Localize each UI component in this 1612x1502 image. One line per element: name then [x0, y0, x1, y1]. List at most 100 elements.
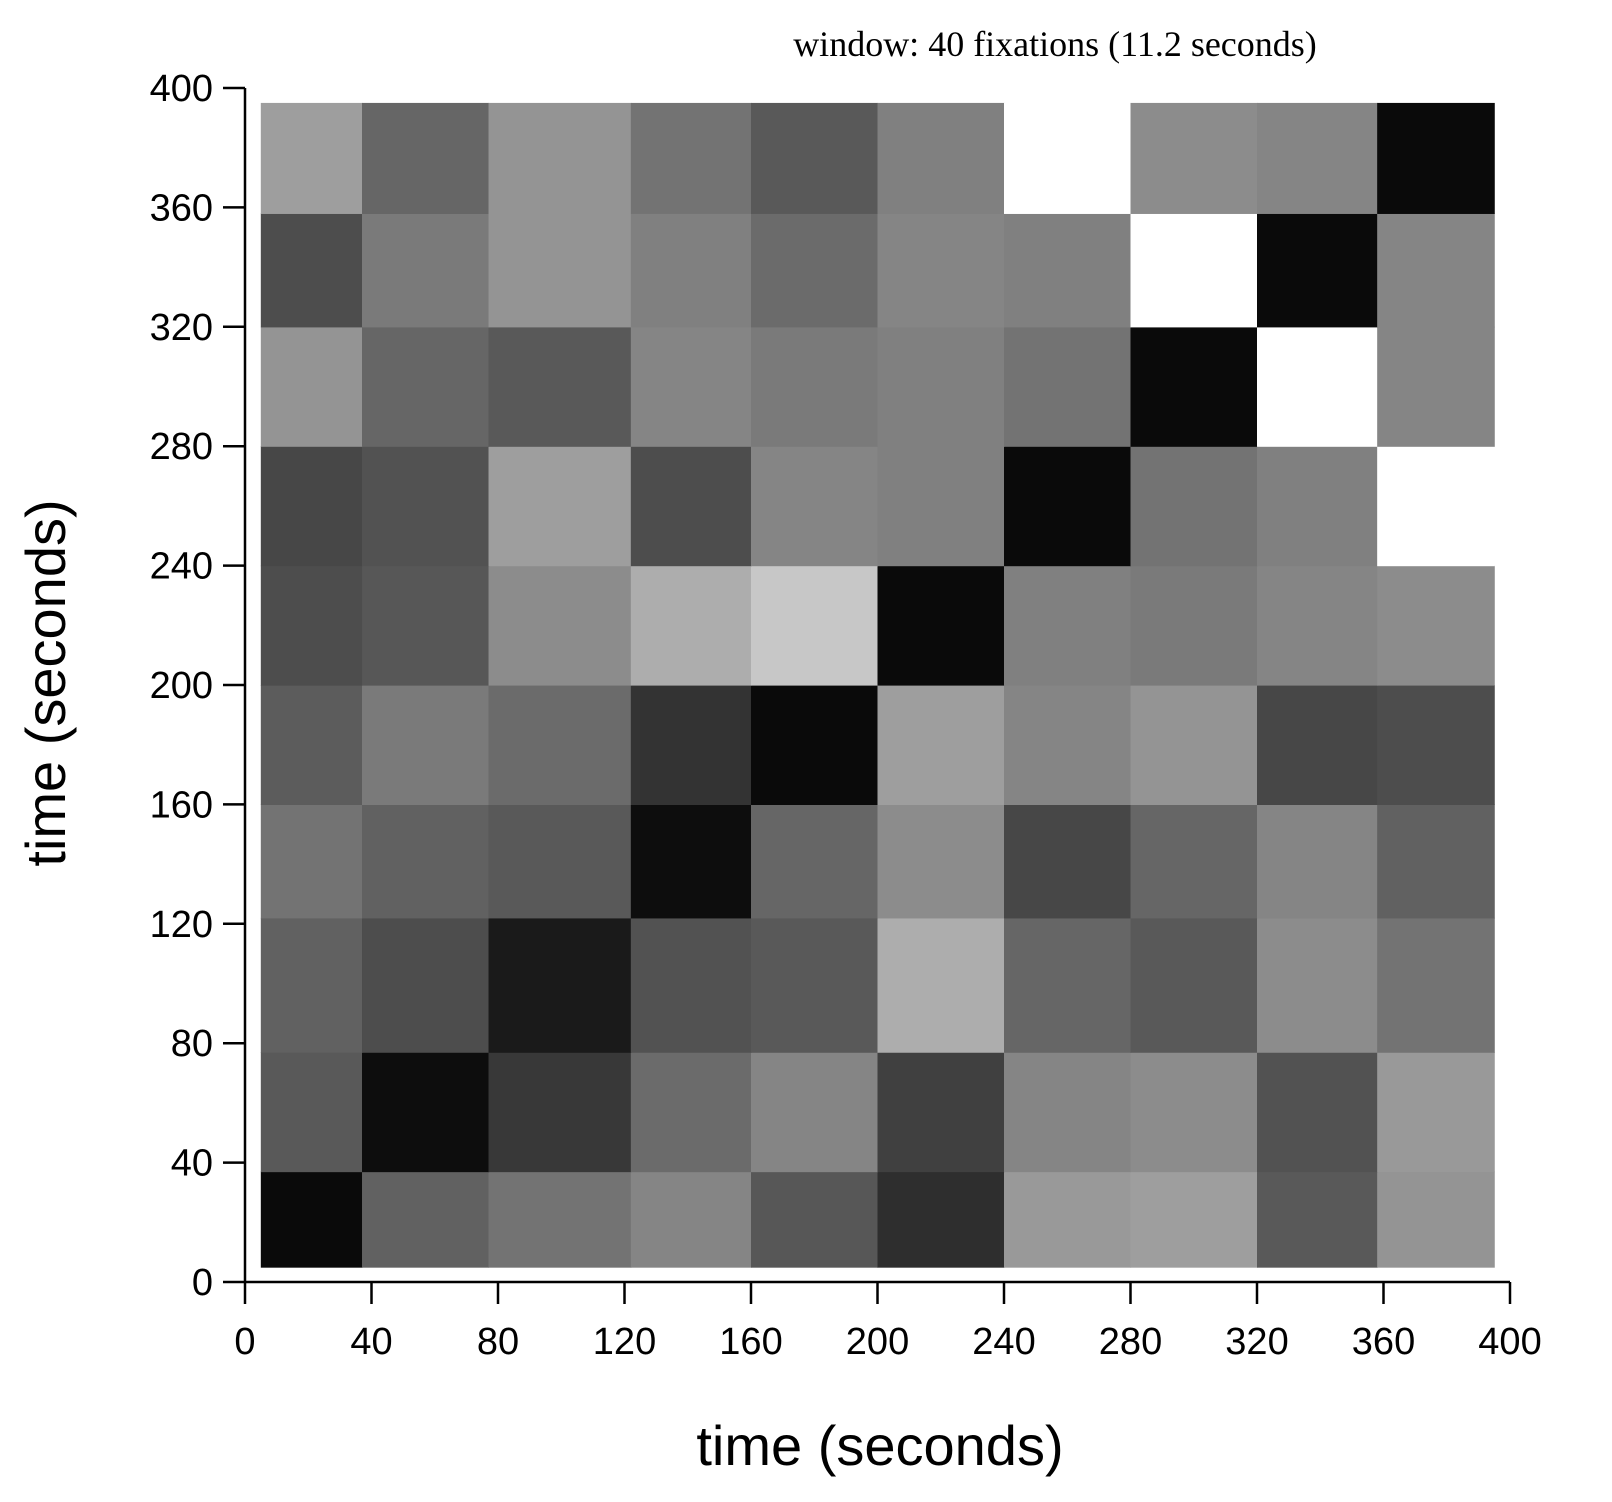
heatmap-cell-r0-c4	[751, 1171, 879, 1268]
x-tick-label-280: 280	[1099, 1321, 1162, 1363]
x-axis-title: time (seconds)	[696, 1414, 1063, 1477]
heatmap-cell-r4-c6	[1004, 685, 1132, 805]
heatmap-cell-r2-c9	[1377, 917, 1495, 1053]
heatmap-cell-r9-c2	[488, 102, 632, 214]
heatmap-cell-r9-c6	[1004, 102, 1132, 214]
heatmap-cell-r6-c6	[1004, 446, 1132, 567]
heatmap-cell-r1-c4	[751, 1052, 879, 1173]
heatmap-cell-r1-c7	[1130, 1052, 1258, 1173]
heatmap-cell-r9-c5	[877, 102, 1005, 214]
heatmap-cell-r1-c3	[630, 1052, 752, 1173]
heatmap-cell-r7-c3	[630, 326, 752, 447]
heatmap-cell-r3-c2	[488, 804, 632, 919]
heatmap-cell-r0-c6	[1004, 1171, 1132, 1268]
heatmap-cell-r9-c9	[1377, 102, 1495, 214]
heatmap-cell-r9-c7	[1130, 102, 1258, 214]
heatmap-cell-r7-c7	[1130, 326, 1258, 447]
heatmap-cell-r7-c9	[1377, 326, 1495, 447]
heatmap-cell-r6-c7	[1130, 446, 1258, 567]
heatmap-cells	[260, 102, 1495, 1268]
heatmap-cell-r9-c0	[260, 102, 363, 214]
heatmap-cell-r5-c5	[877, 565, 1005, 686]
heatmap-cell-r7-c2	[488, 326, 632, 447]
heatmap-cell-r5-c1	[362, 565, 490, 686]
heatmap-cell-r3-c0	[260, 804, 363, 919]
heatmap-cell-r5-c6	[1004, 565, 1132, 686]
heatmap-cell-r2-c8	[1257, 917, 1378, 1053]
heatmap-cell-r8-c0	[260, 213, 363, 328]
heatmap-cell-r9-c1	[362, 102, 490, 214]
heatmap-cell-r3-c7	[1130, 804, 1258, 919]
heatmap-cell-r2-c5	[877, 917, 1005, 1053]
heatmap-cell-r5-c7	[1130, 565, 1258, 686]
heatmap-cell-r4-c7	[1130, 685, 1258, 805]
heatmap-cell-r9-c3	[630, 102, 752, 214]
heatmap-cell-r0-c7	[1130, 1171, 1258, 1268]
heatmap-cell-r0-c2	[488, 1171, 632, 1268]
heatmap-cell-r4-c2	[488, 685, 632, 805]
x-tick-label-400: 400	[1478, 1321, 1541, 1363]
heatmap-cell-r5-c0	[260, 565, 363, 686]
heatmap-cell-r1-c2	[488, 1052, 632, 1173]
heatmap-cell-r6-c0	[260, 446, 363, 567]
x-tick-label-160: 160	[719, 1321, 782, 1363]
y-tick-label-360: 360	[150, 187, 213, 229]
heatmap-cell-r4-c0	[260, 685, 363, 805]
x-tick-label-200: 200	[846, 1321, 909, 1363]
heatmap-cell-r7-c6	[1004, 326, 1132, 447]
y-tick-label-40: 40	[171, 1143, 213, 1185]
heatmap-cell-r0-c0	[260, 1171, 363, 1268]
heatmap-cell-r5-c9	[1377, 565, 1495, 686]
heatmap-cell-r5-c4	[751, 565, 879, 686]
x-tick-label-80: 80	[477, 1321, 519, 1363]
heatmap-cell-r1-c9	[1377, 1052, 1495, 1173]
heatmap-cell-r2-c3	[630, 917, 752, 1053]
y-tick-label-80: 80	[171, 1023, 213, 1065]
heatmap-cell-r5-c3	[630, 565, 752, 686]
heatmap-cell-r3-c6	[1004, 804, 1132, 919]
heatmap-cell-r8-c8	[1257, 213, 1378, 328]
y-axis-ticks: 0 40 80 120 160 200 240 280 320 360 400	[150, 68, 245, 1304]
heatmap-cell-r1-c8	[1257, 1052, 1378, 1173]
x-tick-label-0: 0	[234, 1321, 255, 1363]
x-axis-ticks: 0 40 80 120 160 200 240 280 320 360 400	[234, 1282, 1542, 1363]
heatmap-cell-r2-c4	[751, 917, 879, 1053]
heatmap-cell-r8-c4	[751, 213, 879, 328]
heatmap-cell-r4-c3	[630, 685, 752, 805]
y-tick-label-120: 120	[150, 904, 213, 946]
heatmap-cell-r2-c6	[1004, 917, 1132, 1053]
heatmap-cell-r1-c1	[362, 1052, 490, 1173]
heatmap-cell-r4-c5	[877, 685, 1005, 805]
heatmap-cell-r2-c0	[260, 917, 363, 1053]
heatmap-cell-r9-c8	[1257, 102, 1378, 214]
heatmap-cell-r0-c3	[630, 1171, 752, 1268]
heatmap-cell-r6-c4	[751, 446, 879, 567]
x-tick-label-320: 320	[1225, 1321, 1288, 1363]
heatmap-cell-r7-c0	[260, 326, 363, 447]
heatmap-cell-r6-c2	[488, 446, 632, 567]
heatmap-cell-r6-c1	[362, 446, 490, 567]
x-tick-label-240: 240	[972, 1321, 1035, 1363]
x-tick-label-360: 360	[1352, 1321, 1415, 1363]
heatmap-cell-r9-c4	[751, 102, 879, 214]
heatmap-cell-r5-c2	[488, 565, 632, 686]
heatmap-cell-r0-c9	[1377, 1171, 1495, 1268]
heatmap-cell-r7-c1	[362, 326, 490, 447]
heatmap-cell-r0-c1	[362, 1171, 490, 1268]
heatmap-cell-r1-c5	[877, 1052, 1005, 1173]
heatmap-cell-r6-c8	[1257, 446, 1378, 567]
window-annotation: window: 40 fixations (11.2 seconds)	[793, 24, 1317, 64]
heatmap-cell-r3-c8	[1257, 804, 1378, 919]
heatmap-cell-r7-c4	[751, 326, 879, 447]
heatmap-cell-r4-c9	[1377, 685, 1495, 805]
heatmap-cell-r8-c3	[630, 213, 752, 328]
heatmap-cell-r4-c4	[751, 685, 879, 805]
heatmap-cell-r6-c9	[1377, 446, 1495, 567]
heatmap-cell-r4-c1	[362, 685, 490, 805]
heatmap-cell-r8-c2	[488, 213, 632, 328]
heatmap-cell-r8-c1	[362, 213, 490, 328]
heatmap-cell-r2-c7	[1130, 917, 1258, 1053]
heatmap-cell-r4-c8	[1257, 685, 1378, 805]
heatmap-cell-r3-c9	[1377, 804, 1495, 919]
